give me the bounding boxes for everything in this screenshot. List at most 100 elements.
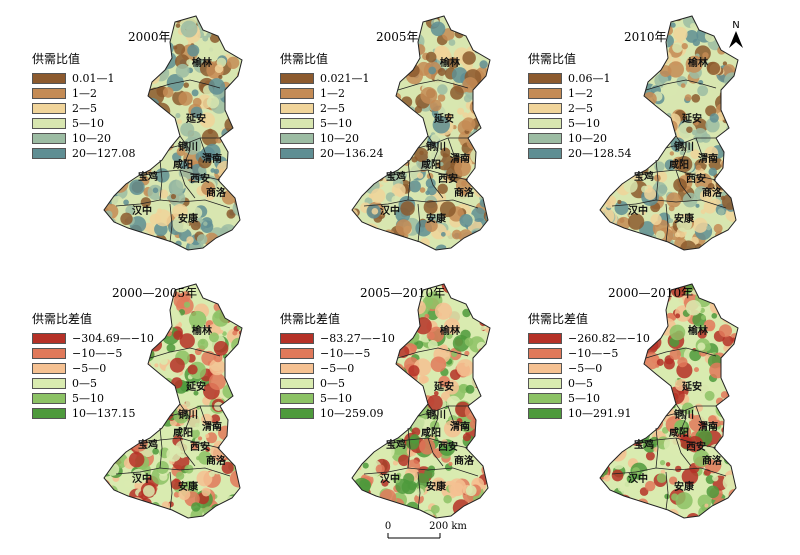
legend-label: 10—291.91 [568,407,632,420]
district-border [645,347,717,359]
district-border [407,159,411,201]
legend-item: −10—−5 [280,346,395,361]
city-label: 延安 [433,112,454,125]
district-border [179,169,196,199]
city-label: 咸阳 [669,158,689,171]
city-label: 铜川 [426,408,446,421]
map-panel-2005-2010: 榆林 延安 铜川 渭南 咸阳 宝鸡 西安 商洛 汉中 安康 2005—2010年 供需比差值 −83.2… [268,278,518,533]
legend-label: 20—128.54 [568,147,632,160]
city-label: 渭南 [698,152,718,165]
legend-label: −5—0 [72,362,107,375]
legend-item: −83.27—−10 [280,331,395,346]
legend-title: 供需比值 [528,52,577,66]
legend-swatch [32,393,66,404]
city-label: 延安 [185,380,206,393]
legend-swatch [32,378,66,389]
district-border [447,137,469,161]
legend-label: −10—−5 [320,347,371,360]
city-label: 宝鸡 [634,438,654,451]
legend-label: −83.27—−10 [320,332,395,345]
legend-item: 1—2 [32,86,136,101]
legend-swatch [280,408,314,419]
city-label: 渭南 [450,420,470,433]
city-label: 商洛 [454,454,475,467]
legend-item: 0—5 [280,376,395,391]
district-border [675,169,692,199]
legend-swatch [528,408,562,419]
city-label: 咸阳 [421,426,441,439]
district-border [149,347,221,359]
legend-label: 5—10 [72,392,104,405]
district-border [115,467,231,477]
city-label: 汉中 [380,472,400,485]
legend-label: 0.06—1 [568,72,611,85]
province-outline [351,15,491,251]
city-label: 安康 [178,212,199,225]
district-border [407,427,411,469]
city-label: 安康 [178,480,199,493]
legend-label: 0.021—1 [320,72,370,85]
legend-label: 1—2 [568,87,593,100]
city-label: 汉中 [132,472,152,485]
district-border [417,471,421,511]
legend-swatch [280,148,314,159]
legend-title: 供需比值 [32,52,81,66]
scale-bar: 0 200 km [378,518,488,546]
district-border [199,405,221,429]
legend-swatch [280,393,314,404]
district-border [159,159,163,201]
district-border [397,79,469,91]
legend-item: 10—20 [528,131,632,146]
legend-label: 10—20 [320,132,359,145]
scale-end: 200 km [429,521,467,532]
district-border [427,169,444,199]
legend-swatch [32,133,66,144]
city-label: 渭南 [202,152,222,165]
legend-item: 2—5 [528,101,632,116]
legend-item: 5—10 [32,116,136,131]
map-panel-2010: 榆林 延安 铜川 渭南 咸阳 宝鸡 西安 商洛 汉中 安康 2010年 供需比值 0.06—1 1—2 2—… [516,10,766,265]
legend-swatch [528,103,562,114]
legend-label: 10—137.15 [72,407,136,420]
legend-label: 5—10 [320,392,352,405]
legend-label: 0—5 [320,377,345,390]
district-border [427,437,444,467]
legend-label: 20—127.08 [72,147,136,160]
legend-swatch [32,118,66,129]
legend-item: 5—10 [280,391,395,406]
city-label: 汉中 [380,204,400,217]
legend-swatch [528,118,562,129]
panel-title: 2010年 [624,30,667,44]
district-border [665,405,716,417]
legend-label: 0.01—1 [72,72,115,85]
city-label: 铜川 [178,408,198,421]
legend-item: −10—−5 [528,346,650,361]
legend-label: 2—5 [568,102,593,115]
district-border [363,467,479,477]
district-border [179,437,196,467]
legend-swatch [280,348,314,359]
map-legend: 供需比值 0.06—1 1—2 2—5 5—10 10—20 20—128.54 [528,50,632,161]
legend-item: 10—137.15 [32,406,154,421]
city-label: 西安 [190,172,210,185]
district-border [397,347,469,359]
legend-swatch [280,118,314,129]
legend-item: 20—128.54 [528,146,632,161]
panel-title: 2000年 [128,30,171,44]
district-border [645,79,717,91]
district-border [169,137,220,149]
legend-item: 0.06—1 [528,71,632,86]
legend-item: 10—20 [32,131,136,146]
district-border [675,437,692,467]
panel-title: 2000—2010年 [608,286,694,300]
map-legend: 供需比差值 −83.27—−10 −10—−5 −5—0 0—5 5—10 10—259.0… [280,310,395,421]
district-border [611,467,727,477]
city-label: 安康 [674,212,695,225]
legend-label: 0—5 [568,377,593,390]
district-border [675,135,687,163]
legend-label: 5—10 [568,392,600,405]
legend-label: 10—20 [72,132,111,145]
legend-swatch [528,378,562,389]
